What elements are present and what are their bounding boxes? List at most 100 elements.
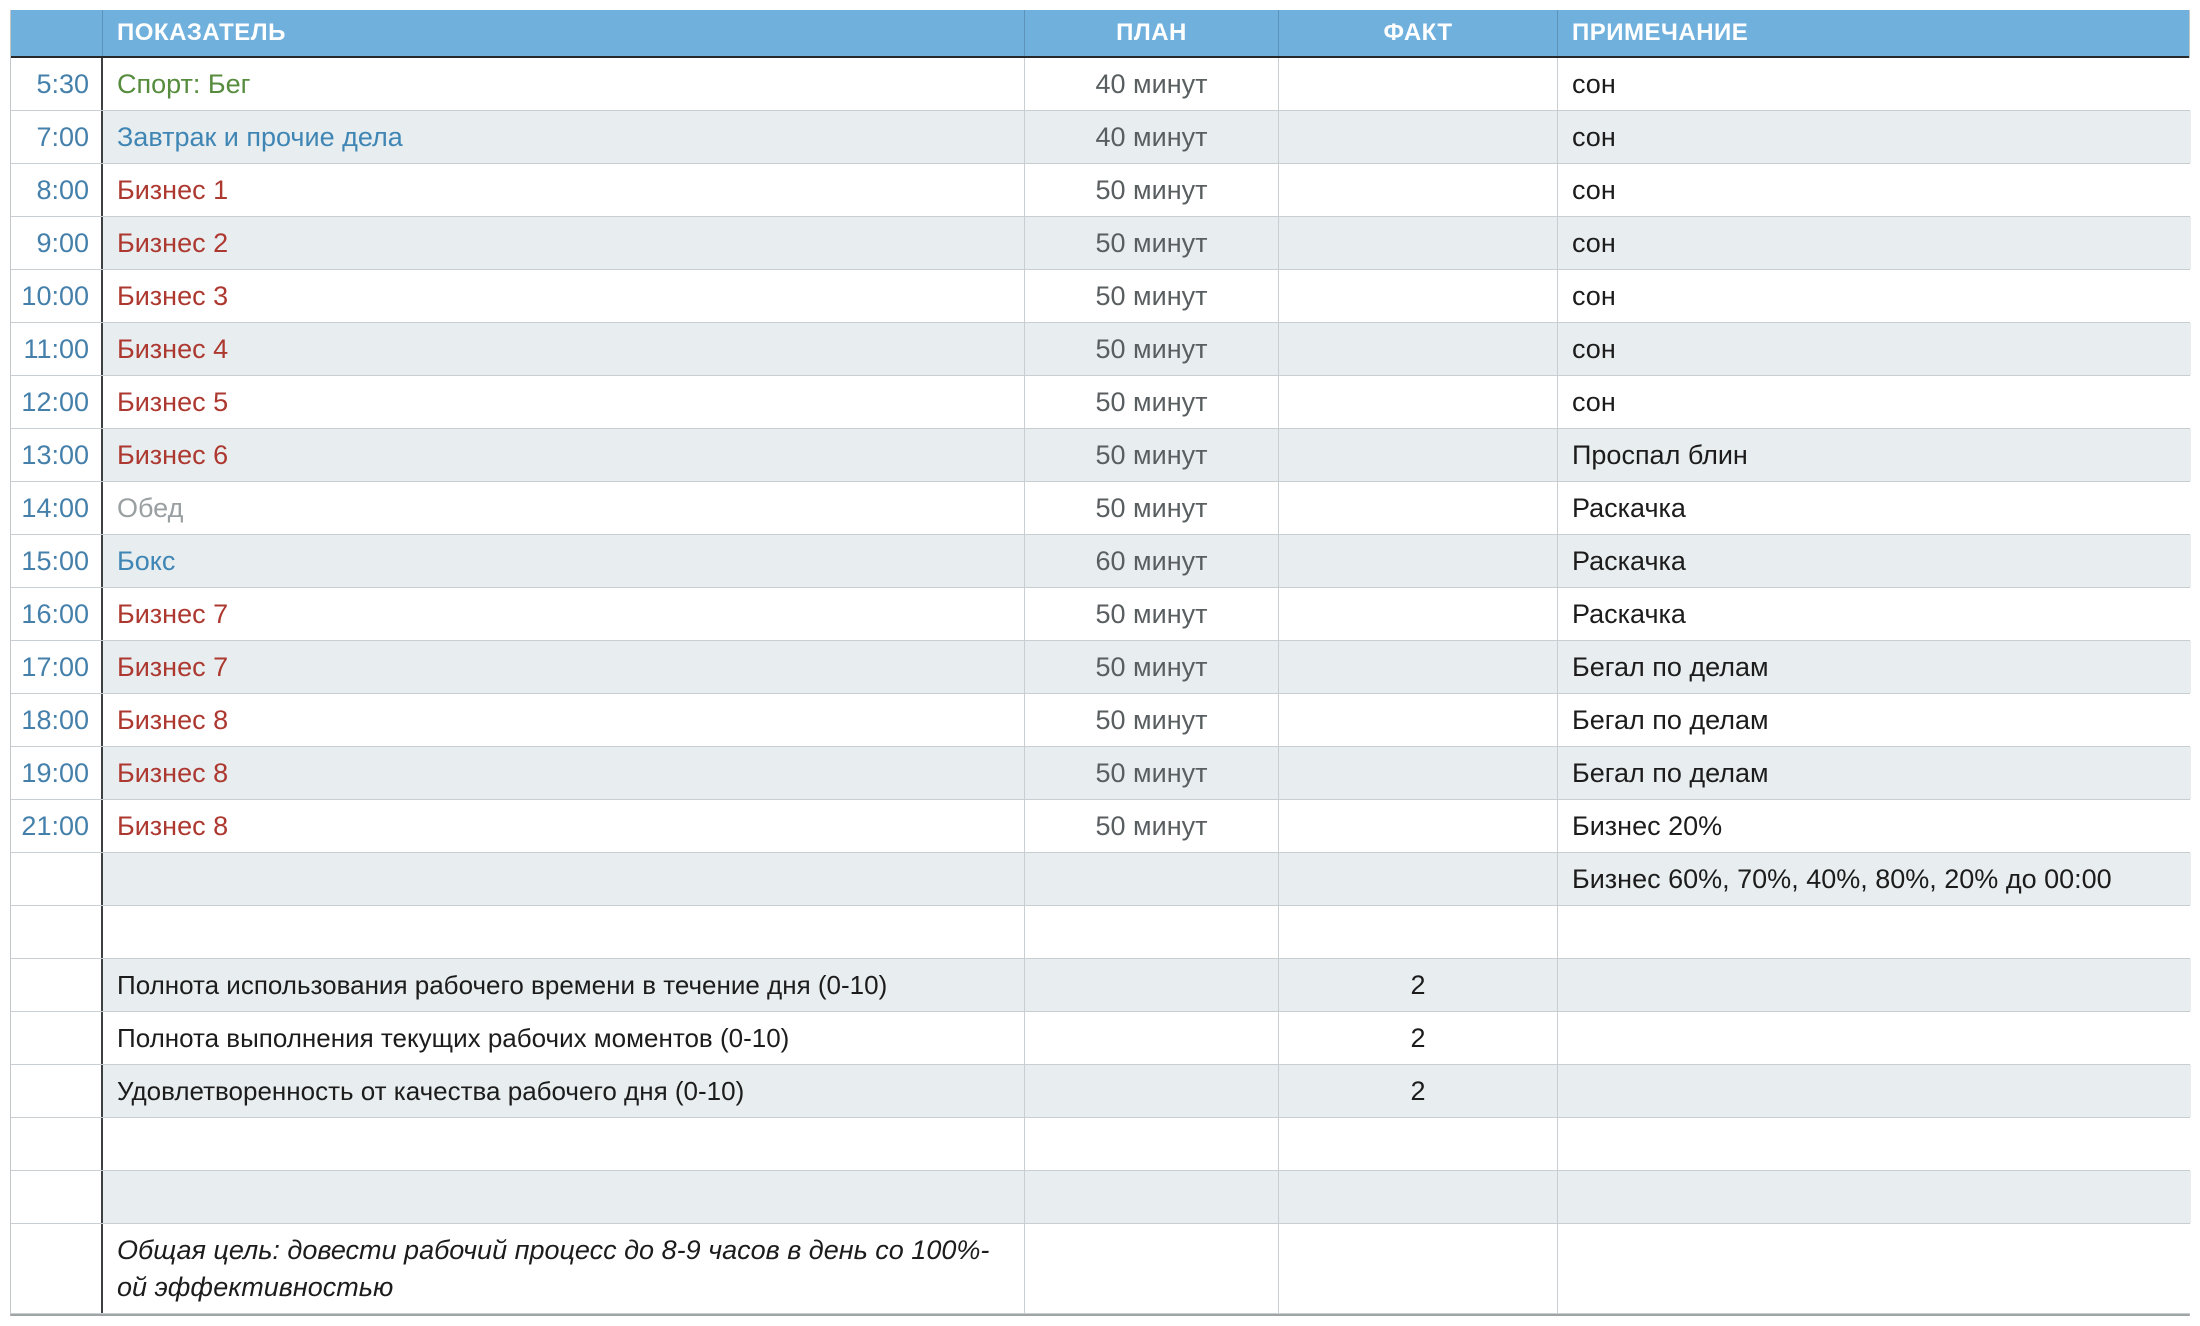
indicator-cell[interactable]: Полнота использования рабочего времени в… xyxy=(103,959,1025,1011)
note-cell[interactable]: Бегал по делам xyxy=(1558,694,2191,746)
indicator-cell[interactable]: Обед xyxy=(103,482,1025,534)
fact-cell[interactable] xyxy=(1279,800,1558,852)
fact-cell[interactable] xyxy=(1279,482,1558,534)
plan-cell[interactable] xyxy=(1025,1171,1279,1223)
fact-cell[interactable] xyxy=(1279,1118,1558,1170)
plan-cell[interactable]: 50 минут xyxy=(1025,694,1279,746)
indicator-cell[interactable]: Бизнес 8 xyxy=(103,747,1025,799)
plan-cell[interactable]: 50 минут xyxy=(1025,323,1279,375)
plan-cell[interactable] xyxy=(1025,1224,1279,1313)
indicator-cell[interactable]: Бизнес 5 xyxy=(103,376,1025,428)
header-cell-time[interactable] xyxy=(11,10,103,56)
note-cell[interactable] xyxy=(1558,959,2191,1011)
plan-cell[interactable]: 50 минут xyxy=(1025,270,1279,322)
note-cell[interactable] xyxy=(1558,1171,2191,1223)
note-cell[interactable]: сон xyxy=(1558,217,2191,269)
indicator-cell[interactable]: Бизнес 8 xyxy=(103,800,1025,852)
indicator-cell[interactable] xyxy=(103,906,1025,958)
time-cell[interactable] xyxy=(11,1065,103,1117)
fact-cell[interactable] xyxy=(1279,694,1558,746)
header-cell-indicator[interactable]: ПОКАЗАТЕЛЬ xyxy=(103,10,1025,56)
note-cell[interactable]: Раскачка xyxy=(1558,482,2191,534)
plan-cell[interactable] xyxy=(1025,853,1279,905)
time-cell[interactable] xyxy=(11,1224,103,1313)
plan-cell[interactable]: 50 минут xyxy=(1025,641,1279,693)
header-cell-plan[interactable]: ПЛАН xyxy=(1025,10,1279,56)
note-cell[interactable] xyxy=(1558,906,2191,958)
plan-cell[interactable]: 50 минут xyxy=(1025,482,1279,534)
indicator-cell[interactable]: Бокс xyxy=(103,535,1025,587)
note-cell[interactable]: Бизнес 60%, 70%, 40%, 80%, 20% до 00:00 xyxy=(1558,853,2191,905)
fact-cell[interactable] xyxy=(1279,376,1558,428)
plan-cell[interactable]: 50 минут xyxy=(1025,376,1279,428)
indicator-cell[interactable] xyxy=(103,1171,1025,1223)
fact-cell[interactable]: 2 xyxy=(1279,1065,1558,1117)
time-cell[interactable]: 8:00 xyxy=(11,164,103,216)
fact-cell[interactable] xyxy=(1279,853,1558,905)
note-cell[interactable] xyxy=(1558,1224,2191,1313)
indicator-cell[interactable]: Бизнес 1 xyxy=(103,164,1025,216)
plan-cell[interactable] xyxy=(1025,906,1279,958)
plan-cell[interactable]: 50 минут xyxy=(1025,217,1279,269)
fact-cell[interactable] xyxy=(1279,58,1558,110)
note-cell[interactable]: сон xyxy=(1558,58,2191,110)
fact-cell[interactable]: 2 xyxy=(1279,959,1558,1011)
header-cell-fact[interactable]: ФАКТ xyxy=(1279,10,1558,56)
time-cell[interactable]: 10:00 xyxy=(11,270,103,322)
fact-cell[interactable] xyxy=(1279,747,1558,799)
time-cell[interactable]: 5:30 xyxy=(11,58,103,110)
note-cell[interactable]: Раскачка xyxy=(1558,535,2191,587)
time-cell[interactable] xyxy=(11,906,103,958)
time-cell[interactable] xyxy=(11,959,103,1011)
time-cell[interactable]: 15:00 xyxy=(11,535,103,587)
note-cell[interactable] xyxy=(1558,1065,2191,1117)
note-cell[interactable]: Раскачка xyxy=(1558,588,2191,640)
indicator-cell[interactable]: Бизнес 3 xyxy=(103,270,1025,322)
plan-cell[interactable]: 50 минут xyxy=(1025,164,1279,216)
indicator-cell[interactable]: Бизнес 2 xyxy=(103,217,1025,269)
indicator-cell[interactable]: Бизнес 6 xyxy=(103,429,1025,481)
fact-cell[interactable] xyxy=(1279,641,1558,693)
fact-cell[interactable]: 2 xyxy=(1279,1012,1558,1064)
indicator-cell[interactable]: Бизнес 8 xyxy=(103,694,1025,746)
plan-cell[interactable]: 50 минут xyxy=(1025,800,1279,852)
plan-cell[interactable] xyxy=(1025,1012,1279,1064)
indicator-cell[interactable]: Бизнес 4 xyxy=(103,323,1025,375)
indicator-cell[interactable]: Полнота выполнения текущих рабочих момен… xyxy=(103,1012,1025,1064)
plan-cell[interactable]: 40 минут xyxy=(1025,111,1279,163)
time-cell[interactable] xyxy=(11,1118,103,1170)
note-cell[interactable]: Бизнес 20% xyxy=(1558,800,2191,852)
note-cell[interactable]: Бегал по делам xyxy=(1558,641,2191,693)
plan-cell[interactable] xyxy=(1025,1118,1279,1170)
header-cell-note[interactable]: ПРИМЕЧАНИЕ xyxy=(1572,19,1749,46)
plan-cell[interactable] xyxy=(1025,959,1279,1011)
fact-cell[interactable] xyxy=(1279,1224,1558,1313)
plan-cell[interactable] xyxy=(1025,1065,1279,1117)
plan-cell[interactable]: 50 минут xyxy=(1025,429,1279,481)
indicator-cell[interactable]: Общая цель: довести рабочий процесс до 8… xyxy=(103,1224,1025,1313)
time-cell[interactable]: 14:00 xyxy=(11,482,103,534)
time-cell[interactable]: 16:00 xyxy=(11,588,103,640)
fact-cell[interactable] xyxy=(1279,270,1558,322)
indicator-cell[interactable]: Удовлетворенность от качества рабочего д… xyxy=(103,1065,1025,1117)
note-cell[interactable]: сон xyxy=(1558,323,2191,375)
plan-cell[interactable]: 60 минут xyxy=(1025,535,1279,587)
note-cell[interactable] xyxy=(1558,1118,2191,1170)
note-cell[interactable]: Проспал блин xyxy=(1558,429,2191,481)
indicator-cell[interactable]: Бизнес 7 xyxy=(103,641,1025,693)
fact-cell[interactable] xyxy=(1279,164,1558,216)
indicator-cell[interactable]: Спорт: Бег xyxy=(103,58,1025,110)
fact-cell[interactable] xyxy=(1279,588,1558,640)
indicator-cell[interactable] xyxy=(103,1118,1025,1170)
time-cell[interactable]: 13:00 xyxy=(11,429,103,481)
time-cell[interactable]: 17:00 xyxy=(11,641,103,693)
fact-cell[interactable] xyxy=(1279,535,1558,587)
time-cell[interactable] xyxy=(11,1171,103,1223)
fact-cell[interactable] xyxy=(1279,217,1558,269)
time-cell[interactable]: 21:00 xyxy=(11,800,103,852)
time-cell[interactable]: 11:00 xyxy=(11,323,103,375)
time-cell[interactable]: 18:00 xyxy=(11,694,103,746)
note-cell[interactable]: сон xyxy=(1558,164,2191,216)
note-cell[interactable] xyxy=(1558,1012,2191,1064)
plan-cell[interactable]: 40 минут xyxy=(1025,58,1279,110)
